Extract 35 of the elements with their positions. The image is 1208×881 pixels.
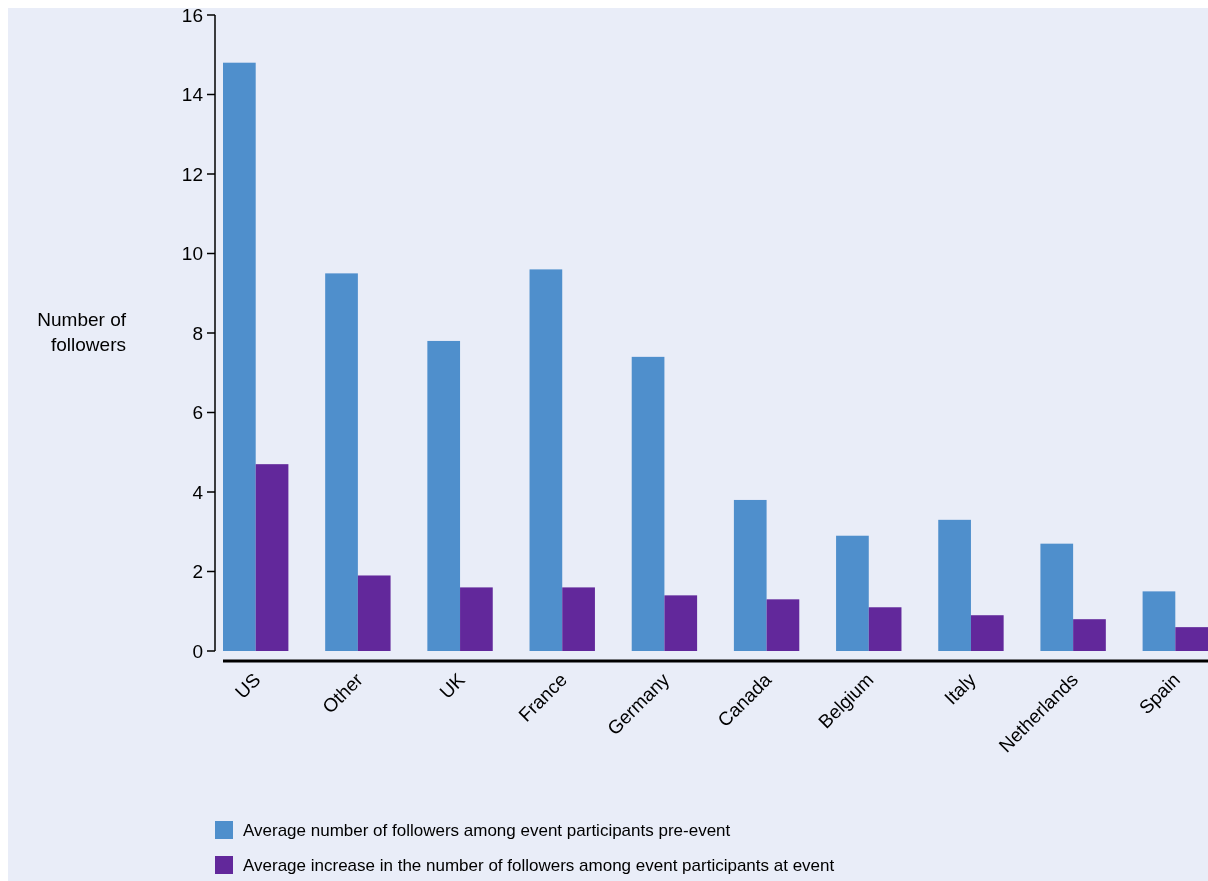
y-tick-label: 6 [192,402,203,424]
y-tick-label: 4 [192,481,204,503]
bar [357,575,391,651]
y-tick-label: 14 [181,84,204,106]
bar [938,519,971,651]
y-tick-label: 0 [192,640,203,662]
bar [460,587,493,651]
y-tick-label: 12 [181,163,203,185]
bar [836,535,869,651]
bar [664,595,698,651]
y-tick-label: 10 [181,243,203,265]
bar [529,269,563,651]
bar [868,607,902,651]
bar [223,62,256,651]
y-tick-label: 16 [181,4,203,26]
bar [325,273,358,651]
x-tick-label: US [231,668,265,703]
bar [733,499,767,651]
bar [255,464,289,651]
y-tick-label: 8 [192,322,203,344]
x-tick-label: UK [435,668,470,703]
x-tick-label: Italy [940,668,981,709]
bar [427,340,461,651]
bar [1142,591,1176,651]
y-axis-title: Number of followers [37,309,127,355]
legend-label: Average number of followers among event participants pre-event [243,820,731,840]
legend-label: Average increase in the number of followers among event participants at event [243,855,835,875]
bar [766,599,800,651]
bar [631,356,665,651]
bar [562,587,595,651]
bar [970,615,1004,651]
bar [1040,543,1074,651]
y-tick-label: 2 [192,561,203,583]
bar [1073,619,1106,651]
bar [1175,627,1208,651]
